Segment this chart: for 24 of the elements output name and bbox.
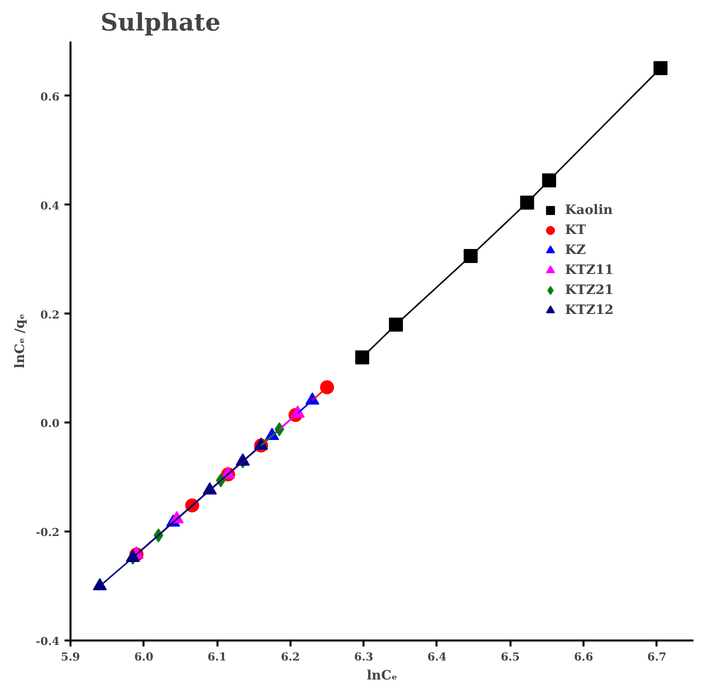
chart-title: Sulphate xyxy=(100,8,221,36)
legend-label: Kaolin xyxy=(565,202,613,220)
y-tick-label: 0.2 xyxy=(40,308,60,322)
x-axis-title: lnCₑ xyxy=(366,668,398,684)
legend-label: KTZ12 xyxy=(565,302,614,320)
x-tick-label: 6.6 xyxy=(574,650,594,664)
legend-label: KZ xyxy=(565,242,586,260)
x-tick-label: 6.1 xyxy=(208,650,227,664)
legend-label: KTZ21 xyxy=(565,282,614,300)
y-tick-label: 0.4 xyxy=(40,199,60,212)
y-axis-title: lnCₑ /qₑ xyxy=(12,313,28,368)
x-tick-label: 6.4 xyxy=(427,650,447,664)
x-tick-label: 6.0 xyxy=(134,650,154,664)
x-tick-label: 6.5 xyxy=(500,650,520,664)
x-tick-label: 6.2 xyxy=(280,650,300,664)
y-tick-label: 0.0 xyxy=(40,417,60,430)
y-tick-label: -0.2 xyxy=(36,526,60,540)
y-tick-label: -0.4 xyxy=(36,635,60,648)
x-tick-label: 6.7 xyxy=(647,650,666,664)
y-tick-label: 0.6 xyxy=(40,90,60,104)
x-tick-label: 5.9 xyxy=(60,650,80,664)
legend-label: KTZ11 xyxy=(565,262,614,280)
x-tick-label: 6.3 xyxy=(354,650,374,664)
legend-label: KT xyxy=(565,222,586,240)
